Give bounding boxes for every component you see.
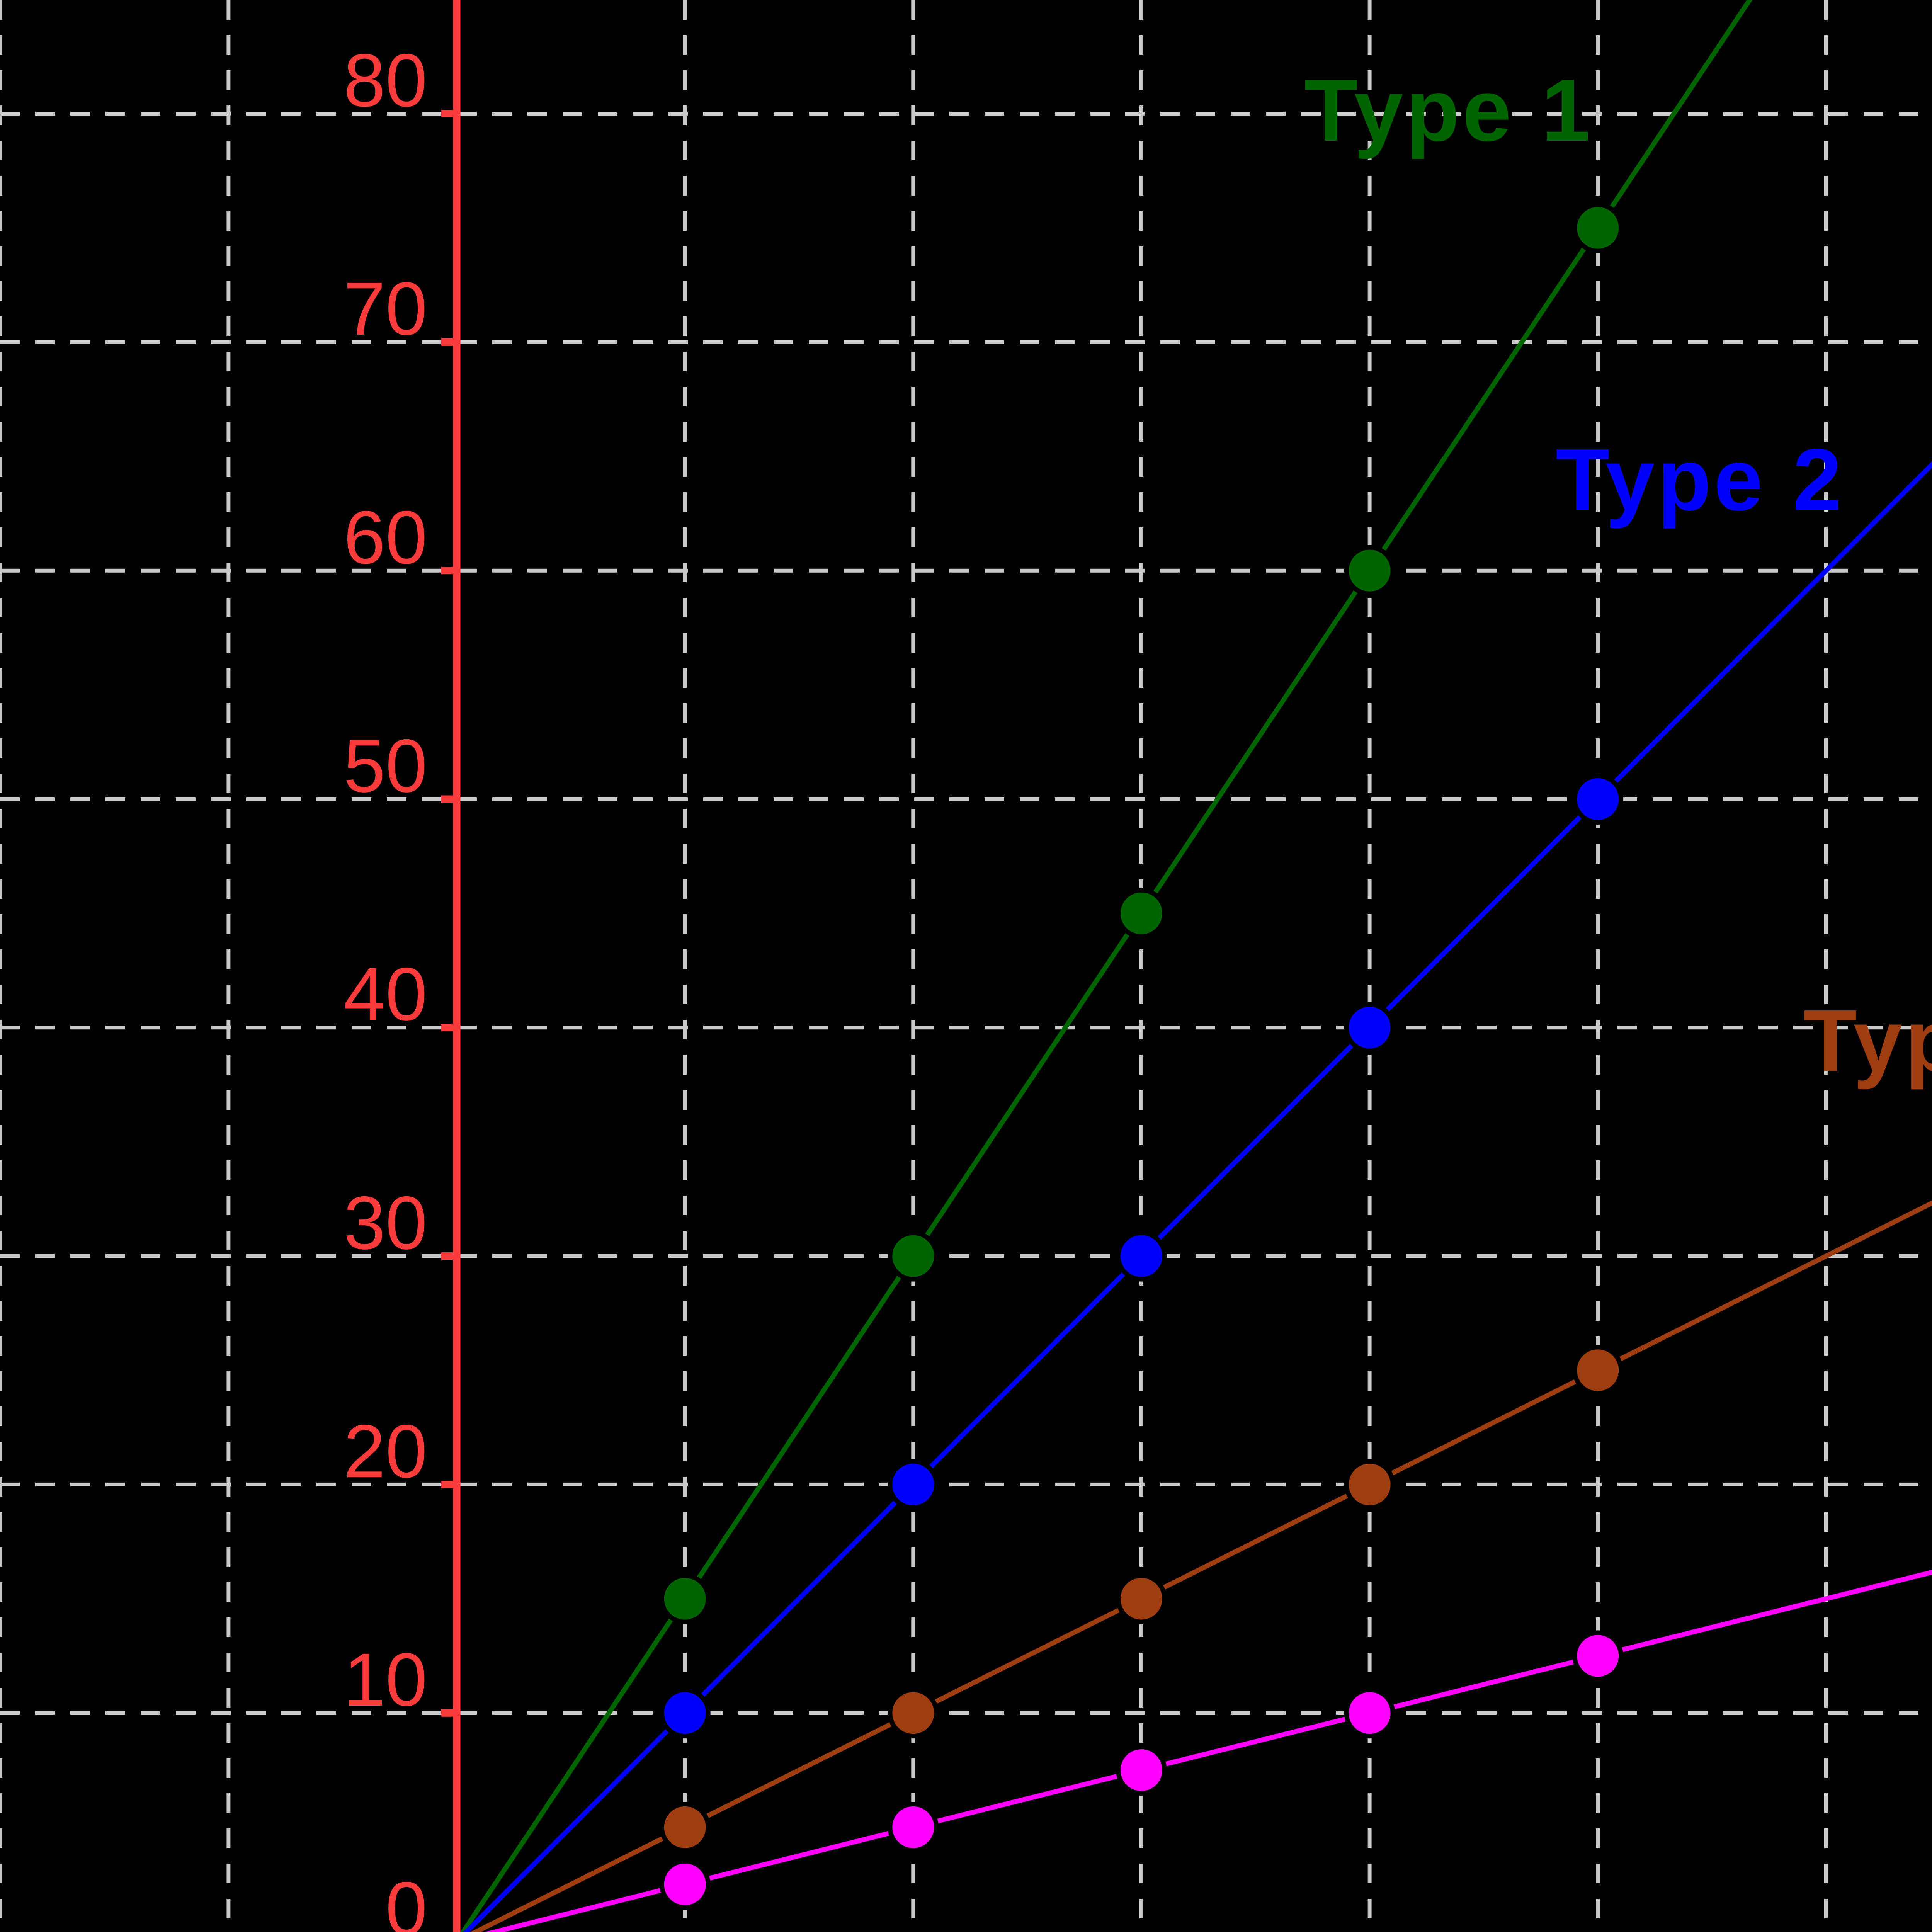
svg-text:80: 80 — [344, 38, 427, 122]
svg-text:40: 40 — [344, 952, 427, 1036]
svg-text:10: 10 — [344, 1638, 427, 1722]
svg-text:Type 2: Type 2 — [1556, 431, 1844, 529]
svg-text:Type 3: Type 3 — [1803, 992, 1932, 1090]
svg-text:70: 70 — [344, 267, 427, 351]
svg-text:20: 20 — [344, 1409, 427, 1493]
svg-text:50: 50 — [344, 724, 427, 808]
svg-text:Type 1: Type 1 — [1304, 61, 1593, 160]
svg-text:30: 30 — [344, 1181, 427, 1265]
svg-text:0: 0 — [386, 1866, 427, 1932]
svg-text:60: 60 — [344, 495, 427, 580]
